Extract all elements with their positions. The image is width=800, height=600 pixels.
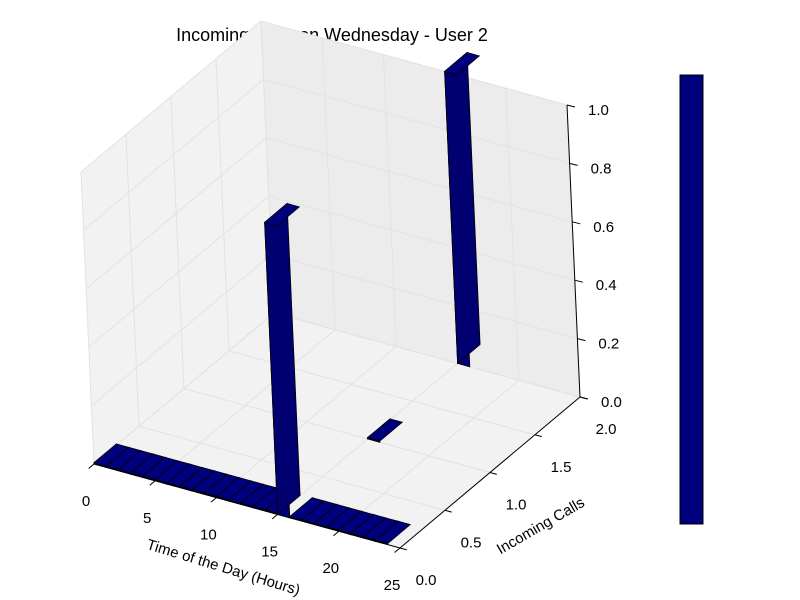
z-tick-mark bbox=[566, 104, 576, 108]
back-wall-pane bbox=[261, 21, 580, 397]
z-tick-label: 0.4 bbox=[596, 277, 617, 294]
z-tick-label: 0.0 bbox=[601, 394, 622, 411]
bar-top-face bbox=[374, 520, 412, 544]
z-axis-line bbox=[566, 104, 581, 398]
y-tick-label: 0.5 bbox=[461, 534, 482, 551]
z-tick-mark bbox=[574, 279, 583, 283]
y-tick-label: 1.0 bbox=[506, 497, 527, 514]
bar-top-face bbox=[366, 418, 404, 442]
bar bbox=[117, 449, 155, 475]
x-tick-mark bbox=[88, 463, 95, 469]
bar bbox=[215, 476, 252, 502]
y-tick-mark bbox=[399, 547, 407, 551]
x-tick-label: 10 bbox=[200, 527, 217, 544]
z-tick-mark bbox=[569, 162, 578, 166]
bar bbox=[105, 446, 142, 472]
x-tick-mark bbox=[394, 547, 401, 553]
bar-group bbox=[93, 51, 481, 546]
z-tick-mark bbox=[572, 221, 581, 225]
x-tick-label: 0 bbox=[82, 493, 90, 510]
x-tick-label: 25 bbox=[384, 577, 401, 594]
y-tick-mark bbox=[534, 434, 542, 438]
bar bbox=[374, 520, 412, 546]
bar-top-face bbox=[263, 203, 301, 227]
x-tick-label: 20 bbox=[322, 560, 339, 577]
bar bbox=[191, 469, 228, 495]
bar-top-face bbox=[443, 52, 481, 76]
bar bbox=[313, 503, 350, 529]
y-tick-label: 0.0 bbox=[416, 572, 437, 589]
z-tick-label: 0.6 bbox=[593, 219, 614, 236]
y-tick-mark bbox=[444, 509, 452, 513]
x-axis-label: Time of the Day (Hours) bbox=[145, 536, 303, 599]
x-tick-mark bbox=[149, 480, 156, 486]
bar bbox=[443, 51, 481, 368]
z-tick-label: 0.8 bbox=[591, 160, 612, 177]
z-tick-label: 0.2 bbox=[598, 336, 619, 353]
y-tick-label: 2.0 bbox=[596, 421, 617, 438]
axis-panes bbox=[81, 21, 580, 548]
y-tick-label: 1.5 bbox=[551, 459, 572, 476]
z-tick-label: 1.0 bbox=[588, 102, 609, 119]
x-tick-label: 5 bbox=[143, 510, 151, 527]
tick-labels: 0 5 10 15 20 25 0.0 0.5 1.0 1.5 2.0 0.0 0.2 0.4 0.6 0.8… bbox=[82, 102, 622, 594]
colorbar bbox=[679, 74, 704, 525]
z-tick-mark bbox=[579, 396, 589, 400]
z-tick-mark bbox=[577, 338, 586, 342]
bar bbox=[366, 418, 404, 443]
x-tick-mark bbox=[210, 497, 217, 503]
x-tick-mark bbox=[333, 530, 340, 537]
x-tick-mark bbox=[271, 514, 278, 520]
x-axis-line bbox=[93, 463, 401, 549]
y-tick-mark bbox=[489, 472, 497, 475]
x-tick-label: 15 bbox=[261, 543, 278, 560]
